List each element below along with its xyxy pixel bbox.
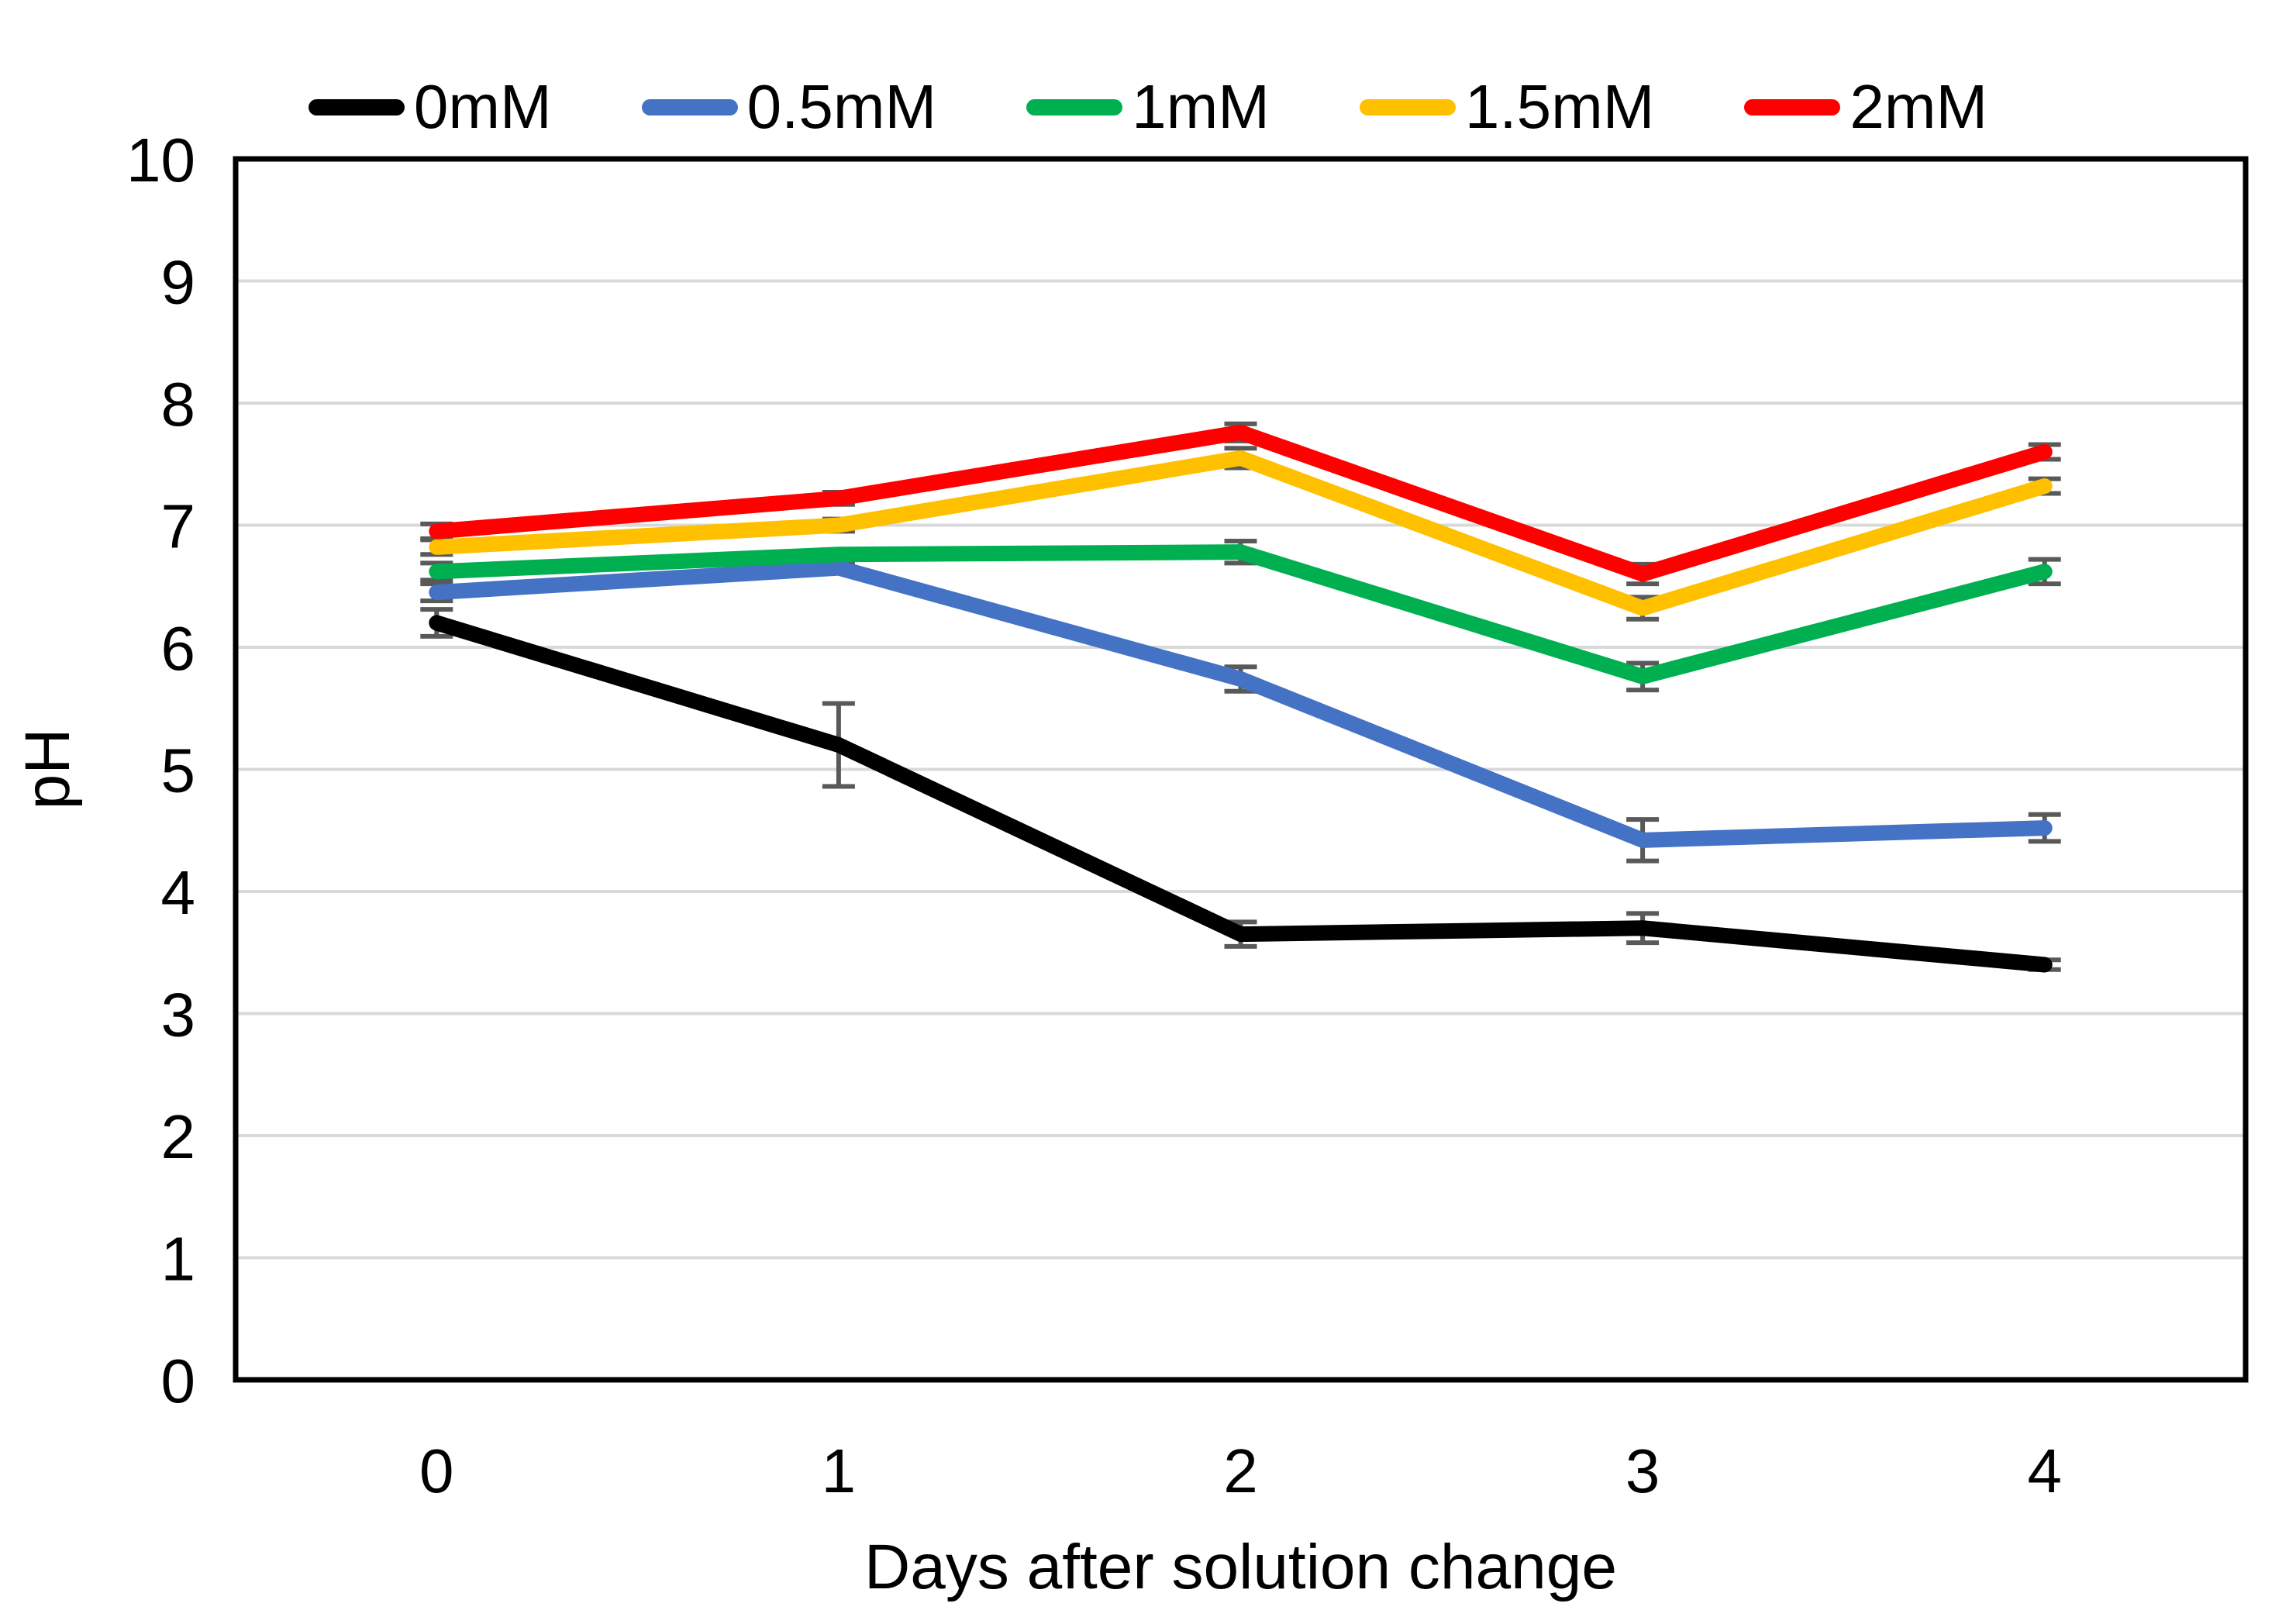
y-tick-label: 9 — [161, 248, 196, 317]
plot-border — [233, 156, 2249, 1383]
y-tick-label: 3 — [161, 981, 196, 1050]
series-line-1.5mM — [429, 450, 2053, 616]
series-line-0.5mM — [429, 560, 2053, 848]
y-tick-label: 0 — [161, 1346, 196, 1415]
y-tick-label: 1 — [161, 1225, 196, 1294]
x-tick-label: 4 — [2027, 1436, 2062, 1505]
y-tick-labels: 0 1 2 3 4 5 6 7 8 9 10 — [126, 126, 195, 1415]
y-tick-label: 2 — [161, 1102, 196, 1171]
x-tick-label: 3 — [1625, 1436, 1660, 1505]
x-axis-title: Days after solution change — [864, 1532, 1617, 1602]
y-tick-label: 5 — [161, 736, 196, 805]
y-tick-label: 4 — [161, 858, 196, 927]
x-tick-label: 1 — [822, 1436, 857, 1505]
error-bars-0mM — [420, 607, 2061, 972]
series-line-1mM — [429, 544, 2053, 684]
x-tick-labels: 0 1 2 3 4 — [419, 1436, 2062, 1505]
series-line-0mM — [429, 615, 2053, 973]
y-axis-title: pH — [12, 728, 83, 810]
error-bars-0.5mM — [420, 560, 2061, 864]
x-tick-label: 0 — [419, 1436, 454, 1505]
series-line-2mM — [429, 424, 2053, 582]
x-tick-label: 2 — [1223, 1436, 1258, 1505]
y-tick-label: 8 — [161, 370, 196, 439]
y-tick-label: 7 — [161, 492, 196, 561]
y-tick-label: 6 — [161, 614, 196, 683]
y-tick-label: 10 — [126, 126, 195, 195]
